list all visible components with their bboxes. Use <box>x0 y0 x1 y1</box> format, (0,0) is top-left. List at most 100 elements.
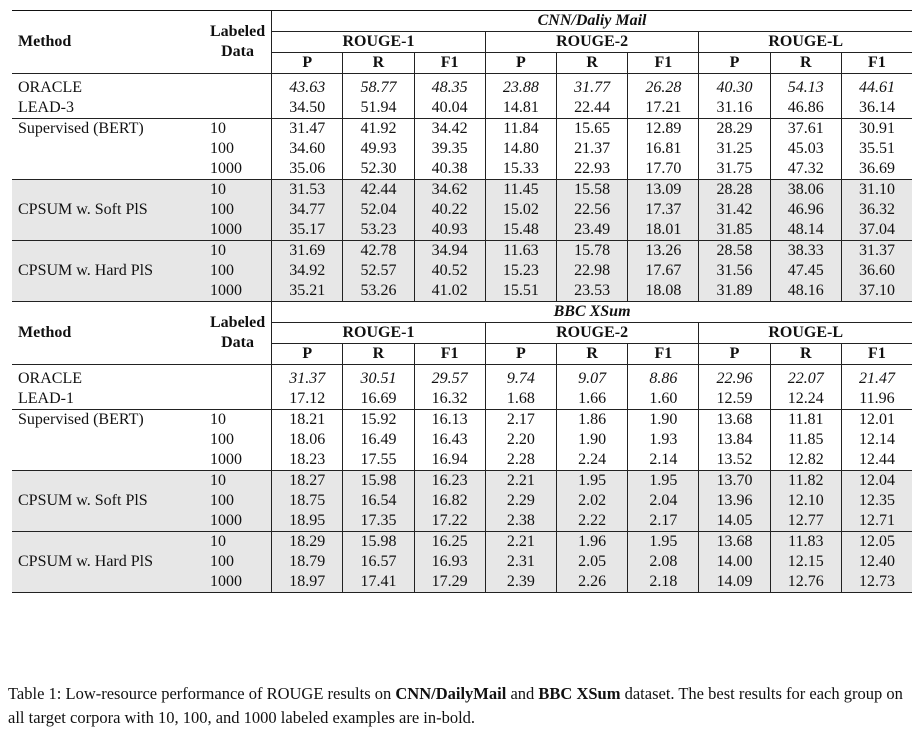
results-table-body: Method Labeled Data CNN/Daliy Mail ROUGE-1 R… <box>12 10 912 593</box>
value-cell: 16.54 <box>342 491 415 511</box>
value: 18.97 <box>289 573 326 590</box>
value: 36.69 <box>858 160 895 177</box>
value-cell: 12.04 <box>840 470 912 491</box>
table-row: ORACLE 31.37 30.51 29.57 9.74 9.07 8.86 22.96 22… <box>12 364 912 389</box>
value: 14.80 <box>502 140 539 157</box>
value: 52.04 <box>360 201 397 218</box>
value: 17.29 <box>431 573 468 590</box>
value-cell: 12.15 <box>769 552 842 572</box>
value: 13.68 <box>716 411 753 428</box>
value-cell: 14.00 <box>698 552 771 572</box>
value-cell: 12.05 <box>840 531 912 552</box>
value-cell: 12.01 <box>840 409 912 430</box>
value: 16.13 <box>431 411 468 428</box>
value: 13.26 <box>645 242 682 259</box>
sub-label: P <box>516 54 526 71</box>
value-cell: 34.62 <box>413 179 486 200</box>
value-cell: 11.85 <box>769 430 842 450</box>
value: 37.61 <box>787 120 824 137</box>
value: 31.89 <box>716 282 753 299</box>
ref-method: LEAD-3 <box>12 98 204 119</box>
value: 12.44 <box>858 451 895 468</box>
value: 1.90 <box>578 431 607 448</box>
value-cell: 1.96 <box>555 531 628 552</box>
value-cell: 34.94 <box>413 240 486 261</box>
value: 18.95 <box>289 512 326 529</box>
value: 40.93 <box>431 221 468 238</box>
labeled-cell-empty <box>204 389 272 410</box>
value: 21.37 <box>574 140 611 157</box>
value: 38.06 <box>787 181 824 198</box>
value-cell: 34.60 <box>271 139 343 159</box>
value-cell: 15.02 <box>484 200 557 220</box>
value: 30.91 <box>858 120 895 137</box>
value-cell: 18.06 <box>271 430 343 450</box>
value: 44.61 <box>858 79 895 96</box>
value: 17.21 <box>645 99 682 116</box>
value-cell: 2.14 <box>627 450 699 471</box>
value-cell: 15.98 <box>342 470 415 491</box>
value-cell: 30.51 <box>342 364 415 389</box>
value-cell: 2.04 <box>627 491 699 511</box>
value: 11.81 <box>788 411 824 428</box>
value-cell: 30.91 <box>840 118 912 139</box>
value-cell: 15.23 <box>484 261 557 281</box>
value: 31.53 <box>289 181 326 198</box>
labeled-cell-empty <box>204 98 272 119</box>
header-method-label: Method <box>18 324 72 341</box>
value: 16.43 <box>431 431 468 448</box>
value: 40.04 <box>431 99 468 116</box>
table-row: 100 34.77 52.04 40.22 15.02 22.56 17.37 31.42 46… <box>12 200 912 220</box>
sub-label: R <box>586 345 598 362</box>
sub-label: F1 <box>654 345 673 362</box>
value-cell: 16.82 <box>413 491 486 511</box>
value-cell: 36.60 <box>840 261 912 281</box>
value-cell: 2.08 <box>627 552 699 572</box>
value: 35.17 <box>289 221 326 238</box>
labeled-value: 1000 <box>210 282 242 299</box>
value: 31.77 <box>574 79 611 96</box>
value-cell: 53.26 <box>342 281 415 302</box>
header-sub: R <box>555 343 628 365</box>
table-row: 1000 18.23 17.55 16.94 2.28 2.24 2.14 13.52 12.8… <box>12 450 912 471</box>
value: 46.86 <box>787 99 824 116</box>
value-cell: 40.22 <box>413 200 486 220</box>
value: 31.42 <box>716 201 753 218</box>
value-cell: 37.10 <box>840 281 912 302</box>
value-cell: 16.23 <box>413 470 486 491</box>
value-cell: 26.28 <box>627 73 699 98</box>
value-cell: 1.90 <box>555 430 628 450</box>
value-cell: 34.92 <box>271 261 343 281</box>
value-cell: 15.65 <box>555 118 628 139</box>
value-cell: 40.30 <box>698 73 771 98</box>
value: 28.28 <box>716 181 753 198</box>
labeled-value: 1000 <box>210 573 242 590</box>
value-cell: 16.94 <box>413 450 486 471</box>
header-sub: R <box>342 52 415 74</box>
value-cell: 31.56 <box>698 261 771 281</box>
value-cell: 2.21 <box>484 470 557 491</box>
value-cell: 15.51 <box>484 281 557 302</box>
sub-label: R <box>799 345 812 362</box>
value: 16.49 <box>360 431 397 448</box>
value: 12.10 <box>787 492 824 509</box>
table-row: LEAD-3 34.50 51.94 40.04 14.81 22.44 17.21 31.1… <box>12 98 912 119</box>
value-cell: 31.89 <box>698 281 771 302</box>
metric-label: ROUGE-L <box>768 324 844 341</box>
labeled-cell: 100 <box>204 200 272 220</box>
value-cell: 1.95 <box>627 470 699 491</box>
header-metric-1: ROUGE-2 <box>484 322 699 344</box>
header-labeled-data: Labeled Data <box>204 301 272 365</box>
value-cell: 22.44 <box>555 98 628 119</box>
value: 11.83 <box>788 533 824 550</box>
labeled-value: 100 <box>210 492 234 509</box>
value-cell: 47.45 <box>769 261 842 281</box>
value: 17.67 <box>645 262 682 279</box>
value-cell: 34.42 <box>413 118 486 139</box>
value-cell: 31.25 <box>698 139 771 159</box>
header-sub: R <box>555 52 628 74</box>
dataset-name: CNN/Daliy Mail <box>537 12 647 29</box>
value-cell: 16.49 <box>342 430 415 450</box>
labeled-cell: 10 <box>204 119 272 140</box>
value: 31.10 <box>858 181 895 198</box>
